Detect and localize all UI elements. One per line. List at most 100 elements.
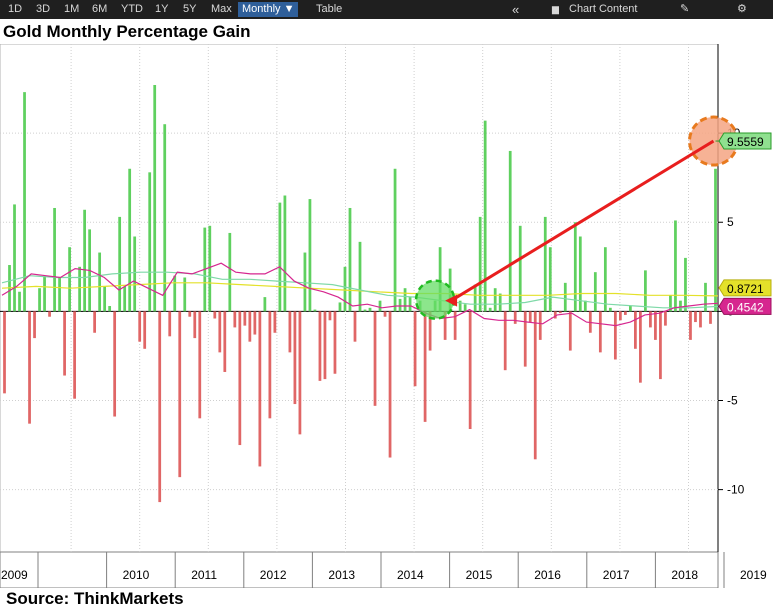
x-tick-label: 2016	[534, 568, 561, 582]
bar	[603, 247, 607, 312]
bar	[634, 311, 637, 349]
bar	[659, 311, 662, 380]
bar	[188, 311, 192, 317]
last-value-tag-box	[718, 132, 772, 150]
chart-title: Gold Monthly Percentage Gain	[3, 22, 251, 41]
bar	[583, 300, 587, 312]
bar	[133, 236, 137, 312]
bar	[3, 311, 6, 394]
x-tick-label: 2009	[1, 568, 28, 582]
bar	[53, 207, 56, 312]
bar	[338, 302, 342, 312]
range-1m-button[interactable]: 1M	[64, 3, 80, 15]
bar	[298, 311, 302, 435]
range-6m-button[interactable]: 6M	[92, 3, 108, 15]
table-button[interactable]: Table	[316, 3, 343, 15]
ma-short-tag-label: 0.4542	[727, 300, 764, 314]
x-axis-band	[0, 551, 719, 588]
chart-content-button[interactable]: Chart Content	[569, 3, 638, 15]
range-1d-button[interactable]: 1D	[8, 3, 23, 15]
bar	[263, 297, 267, 312]
bar	[13, 204, 16, 312]
bar	[453, 311, 457, 340]
x-tick-label: 2017	[603, 568, 630, 582]
bar	[488, 307, 492, 312]
bar	[348, 207, 352, 312]
bar	[113, 311, 117, 417]
bar	[128, 168, 132, 312]
bar	[573, 222, 577, 312]
x-tick-label: 2015	[466, 568, 493, 582]
bar	[664, 311, 667, 326]
range-max-button[interactable]: Max	[211, 3, 232, 15]
bar	[58, 277, 61, 312]
bar	[238, 311, 242, 446]
bar	[689, 311, 692, 340]
last-value-tag-label: 9.5559	[727, 135, 764, 149]
bar	[273, 311, 277, 333]
bar	[368, 307, 372, 312]
bar	[358, 241, 362, 312]
bar	[508, 150, 512, 312]
bar	[493, 288, 497, 312]
bar	[578, 236, 582, 312]
moving-average-mid-line	[1, 271, 719, 309]
bar	[513, 311, 517, 324]
bar	[714, 168, 717, 312]
range-1y-button[interactable]: 1Y	[155, 3, 169, 15]
edit-icon[interactable]: ✎	[680, 3, 690, 15]
bar	[153, 84, 157, 312]
bar	[408, 297, 412, 312]
bar	[108, 306, 112, 312]
collapse-icon[interactable]: «	[512, 2, 520, 17]
bar	[283, 195, 287, 312]
x-tick-label: 2011	[191, 568, 217, 582]
bar	[23, 92, 26, 312]
bar	[674, 220, 677, 312]
moving-average-short-line	[1, 262, 719, 327]
bar	[463, 304, 467, 312]
bar	[423, 311, 427, 422]
bar	[333, 311, 337, 374]
source-caption: Source: ThinkMarkets	[6, 589, 184, 608]
y-tick-label: -5	[727, 393, 738, 407]
range-ytd-button[interactable]: YTD	[121, 3, 143, 15]
gear-icon[interactable]: ⚙	[737, 3, 747, 15]
bar	[699, 311, 702, 328]
x-tick-label: 2010	[123, 568, 150, 582]
bar	[679, 300, 682, 312]
bar	[618, 311, 622, 321]
bar	[568, 311, 572, 351]
bar	[218, 311, 222, 353]
bar	[428, 311, 432, 351]
bar	[303, 252, 307, 312]
bar	[598, 311, 602, 353]
bar	[248, 311, 252, 342]
bar	[178, 311, 182, 478]
bar	[704, 282, 707, 312]
bar	[483, 120, 487, 312]
bar	[253, 311, 257, 335]
bar	[68, 247, 71, 312]
chart-toolbar: 1D 3D 1M 6M YTD 1Y 5Y Max Monthly ▼ Table « ▆ Chart …	[0, 0, 773, 19]
bar	[318, 311, 322, 381]
bar	[28, 311, 31, 424]
bar	[639, 311, 642, 383]
bar	[468, 311, 472, 430]
bar	[98, 252, 102, 312]
arrow-shaft	[450, 139, 715, 302]
bar	[438, 247, 442, 312]
bar	[268, 311, 272, 419]
bar	[103, 286, 107, 312]
bar	[123, 286, 127, 312]
frequency-dropdown[interactable]: Monthly ▼	[238, 2, 299, 17]
bar	[63, 311, 66, 376]
range-3d-button[interactable]: 3D	[36, 3, 51, 15]
bar	[694, 311, 697, 323]
bar	[608, 307, 612, 312]
chart-icon[interactable]: ▆	[552, 4, 559, 14]
bar	[243, 311, 247, 326]
range-5y-button[interactable]: 5Y	[183, 3, 197, 15]
bar	[148, 172, 152, 312]
bar	[223, 311, 227, 372]
